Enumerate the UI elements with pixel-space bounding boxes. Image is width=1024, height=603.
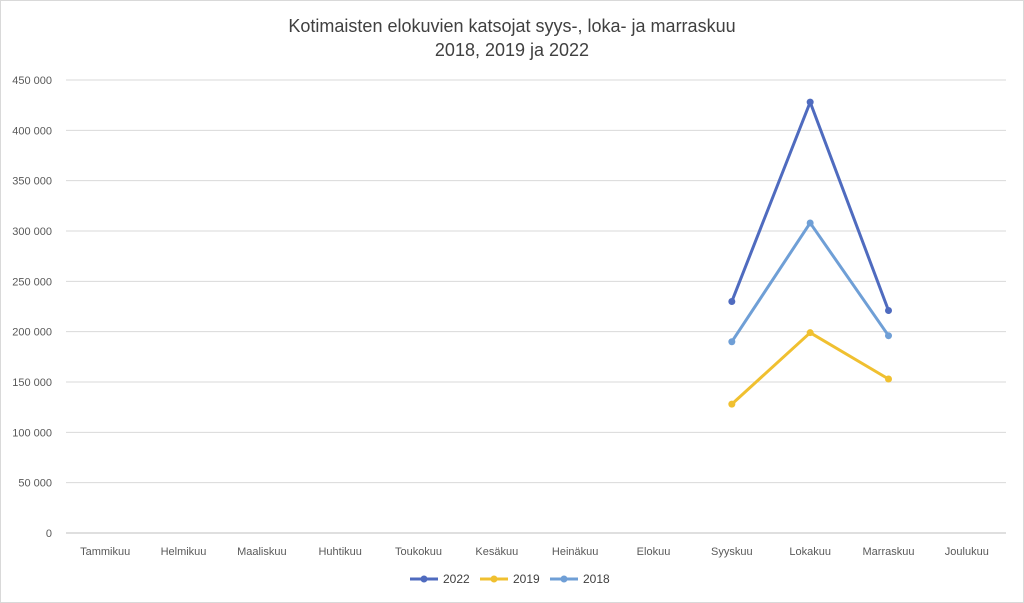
series-line-2019: [730, 331, 890, 406]
x-tick-label: Marraskuu: [863, 546, 915, 558]
data-point-2019: [885, 375, 892, 383]
legend-marker-2022: [420, 575, 428, 583]
series-lines: [728, 98, 892, 408]
y-tick-label: 450 000: [12, 75, 52, 87]
chart-title-line1: Kotimaisten elokuvien katsojat syys-, lo…: [288, 16, 736, 36]
legend-marker-2019: [490, 575, 498, 583]
x-tick-label: Syyskuu: [711, 546, 753, 558]
data-point-2022: [806, 98, 814, 106]
x-axis-ticks: Tammikuu Helmikuu Maaliskuu Huhtikuu Toukoku…: [80, 546, 989, 558]
x-tick-label: Maaliskuu: [237, 546, 287, 558]
y-tick-label: 200 000: [12, 327, 52, 339]
y-tick-label: 300 000: [12, 226, 52, 238]
y-tick-label: 250 000: [12, 276, 52, 288]
chart-title-line2: 2018, 2019 ja 2022: [434, 40, 590, 60]
y-tick-label: 0: [46, 528, 52, 540]
legend: 2022 2019 2018: [410, 572, 610, 586]
y-tick-label: 350 000: [12, 176, 52, 188]
y-tick-label: 50 000: [18, 478, 52, 490]
x-tick-label: Toukokuu: [395, 546, 442, 558]
y-tick-label: 150 000: [12, 377, 52, 389]
gridlines: [66, 79, 1006, 534]
x-tick-label: Joulukuu: [945, 546, 989, 558]
x-tick-label: Heinäkuu: [552, 546, 598, 558]
legend-label-2022: 2022: [443, 572, 470, 586]
data-point-2018: [885, 332, 892, 340]
x-tick-label: Elokuu: [637, 546, 671, 558]
legend-marker-2018: [560, 575, 568, 583]
data-point-2018: [728, 338, 736, 346]
y-tick-label: 100 000: [12, 427, 52, 439]
y-axis-ticks: 0 50 000 100 000 150 000 200 000 250 000 300 0…: [12, 75, 52, 540]
series-line-2022: [730, 100, 890, 312]
data-point-2022: [885, 307, 892, 315]
x-tick-label: Kesäkuu: [475, 546, 518, 558]
x-tick-label: Huhtikuu: [318, 546, 361, 558]
x-tick-label: Lokakuu: [789, 546, 831, 558]
legend-label-2019: 2019: [513, 572, 540, 586]
y-tick-label: 400 000: [12, 125, 52, 137]
x-tick-label: Helmikuu: [161, 546, 207, 558]
chart-title: Kotimaisten elokuvien katsojat syys-, lo…: [0, 14, 1024, 62]
data-point-2018: [806, 219, 814, 227]
x-tick-label: Tammikuu: [80, 546, 130, 558]
data-point-2019: [728, 400, 736, 408]
data-point-2019: [806, 329, 814, 337]
data-point-2022: [728, 297, 736, 305]
legend-label-2018: 2018: [583, 572, 610, 586]
